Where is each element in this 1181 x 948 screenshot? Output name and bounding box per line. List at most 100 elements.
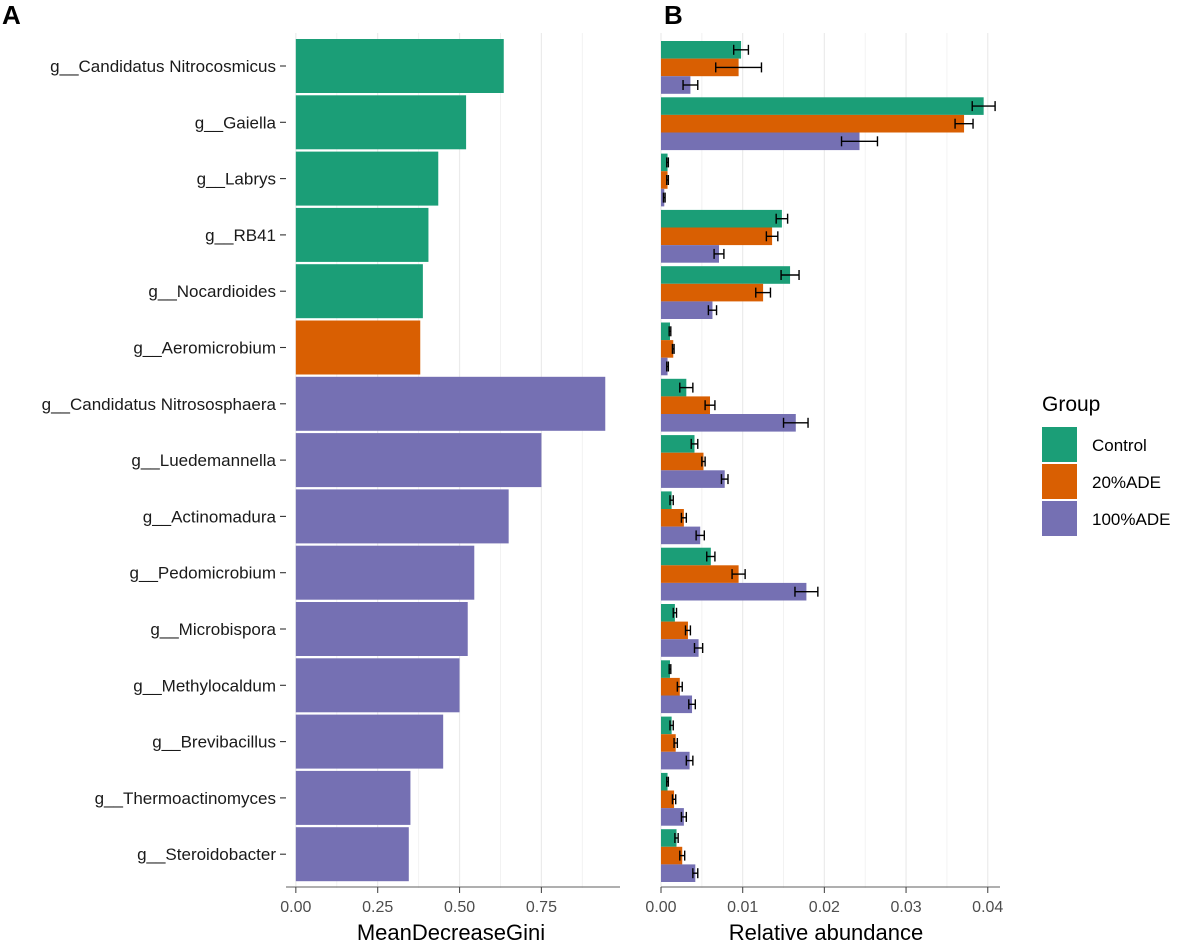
panel-a-x-axis-title: MeanDecreaseGini [357, 920, 545, 945]
bar-20-ade-gaiella [661, 114, 965, 133]
bar-20-ade-candidatus-nitrososphaera [661, 396, 711, 414]
bar-20-ade-labrys [661, 171, 668, 189]
bar-control-methylocaldum [661, 660, 670, 678]
bar-control-pedomicrobium [661, 547, 711, 566]
panel-b-abundance-chart: 0.00 0.01 0.02 0.03 0.04 Relative abundance [645, 33, 1003, 945]
bar-20-ade-rb41 [661, 227, 773, 246]
bar-100-ade-luedemannella [661, 470, 725, 488]
bar-100-ade-aeromicrobium [661, 357, 668, 376]
panel-a-x-tick-label-1: 0.25 [362, 899, 393, 916]
bar-20-ade-nocardioides [661, 283, 764, 302]
bar-20-ade-steroidobacter [661, 846, 683, 865]
panel-b-x-axis-title: Relative abundance [729, 920, 923, 945]
bar-20-ade-brevibacillus [661, 734, 676, 752]
bar-control-actinomadura [661, 491, 672, 509]
bar-importance-gaiella [295, 95, 467, 150]
panel-b-x-tick-label-0: 0.00 [645, 899, 676, 916]
bar-importance-microbispora [295, 602, 468, 656]
panel-a-x-tick-label-2: 0.50 [444, 899, 475, 916]
legend-key-control [1042, 427, 1077, 462]
bar-control-steroidobacter [661, 829, 677, 847]
panel-a-letter: A [2, 0, 21, 30]
legend-title: Group [1042, 393, 1100, 416]
taxon-label-gaiella: g__Gaiella [195, 113, 277, 132]
taxon-label-thermoactinomyces: g__Thermoactinomyces [95, 789, 276, 808]
bar-100-ade-methylocaldum [661, 695, 693, 714]
panel-b-x-tick-label-3: 0.03 [890, 899, 921, 916]
bar-importance-thermoactinomyces [295, 770, 411, 825]
panel-a-x-tick-label-0: 0.00 [280, 899, 311, 916]
bar-control-rb41 [661, 209, 782, 228]
bar-100-ade-thermoactinomyces [661, 808, 684, 826]
legend-key-20ade [1042, 464, 1077, 499]
bar-20-ade-actinomadura [661, 509, 684, 527]
taxon-label-brevibacillus: g__Brevibacillus [152, 733, 276, 752]
taxon-label-actinomadura: g__Actinomadura [143, 507, 277, 526]
panel-b-x-axis: 0.00 0.01 0.02 0.03 0.04 [645, 886, 1003, 916]
panel-b-letter: B [664, 0, 683, 30]
taxon-label-steroidobacter: g__Steroidobacter [137, 845, 276, 864]
taxon-label-nocardioides: g__Nocardioides [148, 282, 276, 301]
bar-importance-candidatus-nitrocosmicus [295, 39, 504, 93]
panel-b-x-tick-label-2: 0.02 [809, 899, 840, 916]
group-legend: Group Control 20%ADE 100%ADE [1042, 393, 1170, 536]
taxon-label-rb41: g__RB41 [205, 226, 276, 245]
bar-importance-aeromicrobium [295, 320, 421, 375]
panel-a-x-tick-label-3: 0.75 [526, 899, 557, 916]
bar-control-nocardioides [661, 266, 791, 284]
bar-100-ade-rb41 [661, 245, 719, 263]
bar-20-ade-aeromicrobium [661, 340, 674, 358]
taxon-label-luedemannella: g__Luedemannella [131, 451, 276, 470]
bar-importance-nocardioides [295, 264, 423, 319]
legend-key-100ade [1042, 501, 1077, 536]
taxon-label-labrys: g__Labrys [197, 170, 276, 189]
bar-control-gaiella [661, 97, 984, 115]
taxon-label-candidatus-nitrososphaera: g__Candidatus Nitrososphaera [42, 395, 277, 414]
bar-importance-brevibacillus [295, 714, 444, 769]
bar-control-labrys [661, 153, 668, 172]
bar-importance-rb41 [295, 207, 429, 262]
bar-importance-pedomicrobium [295, 545, 475, 600]
bar-20-ade-thermoactinomyces [661, 790, 675, 809]
bar-20-ade-candidatus-nitrocosmicus [661, 58, 739, 77]
bar-100-ade-candidatus-nitrososphaera [661, 414, 796, 432]
panel-b-error-bars [662, 44, 996, 879]
bar-control-microbispora [661, 604, 675, 622]
bar-100-ade-steroidobacter [661, 864, 696, 882]
bar-100-ade-microbispora [661, 639, 699, 657]
bar-control-aeromicrobium [661, 322, 670, 341]
bar-control-brevibacillus [661, 716, 672, 735]
panel-a-x-axis: 0.00 0.25 0.50 0.75 [280, 886, 620, 916]
bar-100-ade-brevibacillus [661, 751, 690, 770]
taxon-label-microbispora: g__Microbispora [150, 620, 276, 639]
legend-label-100ade: 100%ADE [1092, 510, 1170, 529]
taxon-label-candidatus-nitrocosmicus: g__Candidatus Nitrocosmicus [50, 57, 276, 76]
bar-control-thermoactinomyces [661, 772, 668, 791]
bar-100-ade-nocardioides [661, 301, 713, 319]
bar-importance-luedemannella [295, 433, 542, 488]
bar-100-ade-pedomicrobium [661, 582, 807, 601]
bar-20-ade-methylocaldum [661, 677, 680, 696]
bar-20-ade-microbispora [661, 621, 688, 640]
bar-importance-labrys [295, 151, 439, 206]
taxon-label-methylocaldum: g__Methylocaldum [133, 676, 276, 695]
bar-20-ade-pedomicrobium [661, 565, 739, 583]
panel-b-x-tick-label-4: 0.04 [972, 899, 1003, 916]
bar-control-candidatus-nitrocosmicus [661, 41, 742, 59]
bar-importance-methylocaldum [295, 658, 460, 713]
bar-100-ade-gaiella [661, 132, 860, 151]
taxon-label-aeromicrobium: g__Aeromicrobium [133, 339, 276, 358]
taxon-label-pedomicrobium: g__Pedomicrobium [130, 564, 276, 583]
panel-a-importance-chart: g__Candidatus Nitrocosmicus g__Gaiella g__… [42, 33, 620, 945]
panel-a-taxon-labels: g__Candidatus Nitrocosmicus g__Gaiella g__… [42, 57, 286, 864]
bar-20-ade-luedemannella [661, 452, 704, 471]
legend-label-control: Control [1092, 436, 1147, 455]
bar-importance-actinomadura [295, 489, 509, 544]
panel-a-bars [295, 39, 606, 882]
bar-100-ade-actinomadura [661, 526, 701, 545]
bar-100-ade-labrys [661, 188, 665, 207]
bar-control-luedemannella [661, 435, 695, 453]
bar-importance-candidatus-nitrososphaera [295, 376, 606, 431]
legend-label-20ade: 20%ADE [1092, 473, 1161, 492]
